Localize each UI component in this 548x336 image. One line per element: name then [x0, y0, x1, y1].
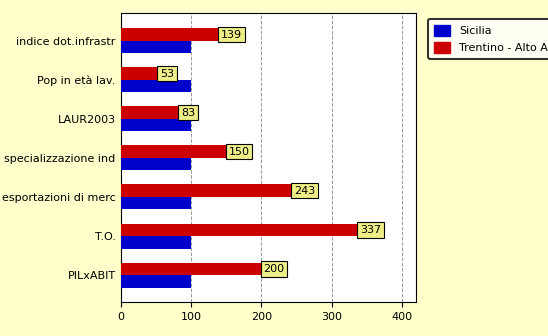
Bar [121, 80, 191, 92]
Text: 200: 200 [264, 264, 285, 274]
Text: 243: 243 [294, 186, 315, 196]
Bar [121, 236, 191, 249]
Bar [121, 145, 226, 158]
Legend: Sicilia, Trentino - Alto Adig: Sicilia, Trentino - Alto Adig [428, 19, 548, 58]
Text: 53: 53 [160, 69, 174, 79]
Bar [121, 28, 219, 41]
Bar [121, 158, 191, 170]
Text: 337: 337 [360, 225, 381, 235]
Bar [121, 223, 358, 236]
Bar [121, 262, 261, 275]
Bar [121, 184, 292, 197]
Text: 150: 150 [229, 147, 249, 157]
Bar [121, 107, 179, 119]
Text: 83: 83 [181, 108, 195, 118]
Bar [121, 67, 158, 80]
Bar [121, 119, 191, 131]
Bar [121, 197, 191, 209]
Text: 139: 139 [221, 30, 242, 40]
Bar [121, 41, 191, 53]
Bar [121, 275, 191, 288]
